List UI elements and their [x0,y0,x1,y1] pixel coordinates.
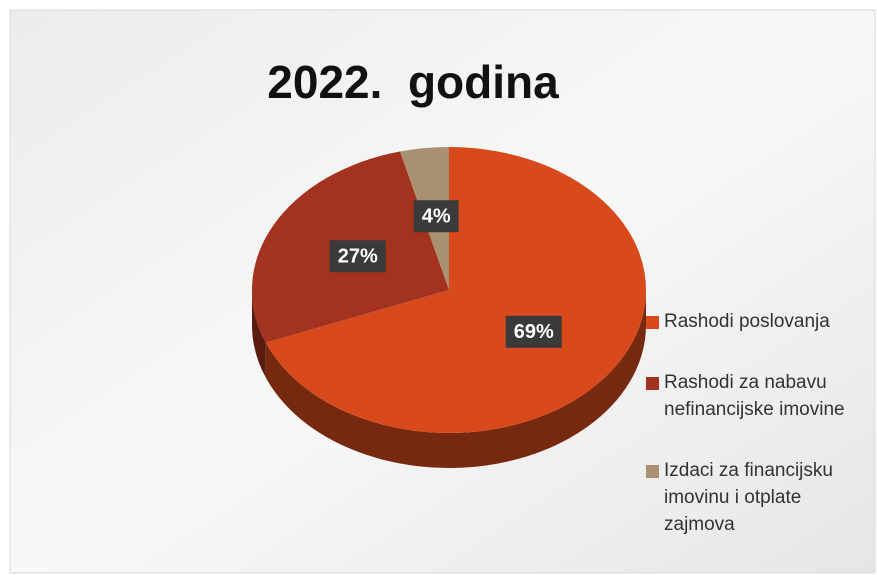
data-label: 69% [514,321,554,343]
data-label: 27% [338,246,378,268]
slice-side [265,290,646,468]
slice-side [252,290,266,378]
data-label: 4% [422,206,451,228]
data-label-box [505,315,562,348]
legend-item: Rashodi poslovanja [640,308,877,335]
legend-item: Rashodi za nabavu nefinancijske imovine [640,369,877,423]
slice [265,147,647,433]
chart-title: 2022. godina [267,56,559,108]
legend-label: Rashodi poslovanja [664,311,830,332]
legend-label: Izdaci za financijsku imovinu i otplate … [664,460,833,535]
data-label-box [413,200,459,233]
legend: Rashodi poslovanja Rashodi za nabavu nefi… [640,308,877,572]
pie: 69% 27% 4% [252,147,647,468]
legend-swatch [646,377,659,390]
data-label-box [329,240,386,273]
legend-label: Rashodi za nabavu nefinancijske imovine [664,372,845,420]
legend-swatch [646,465,659,478]
legend-item: Izdaci za financijsku imovinu i otplate … [640,457,877,538]
legend-swatch [646,316,659,329]
